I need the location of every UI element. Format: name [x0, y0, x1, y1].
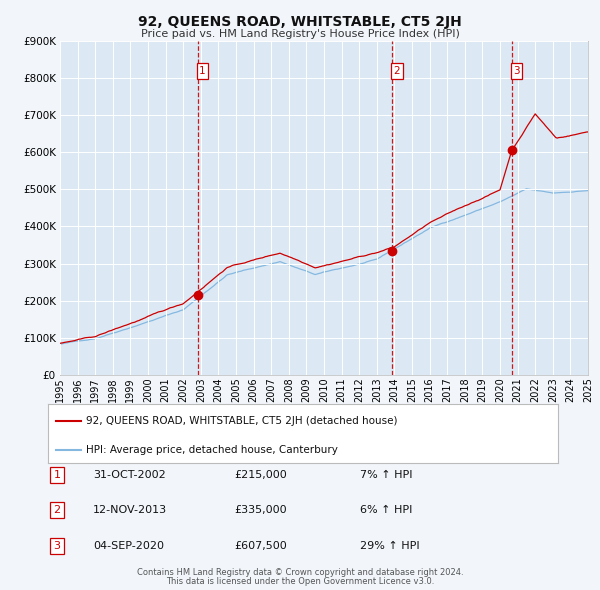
Text: £607,500: £607,500 [234, 541, 287, 550]
Text: 2: 2 [394, 66, 400, 76]
Text: Price paid vs. HM Land Registry's House Price Index (HPI): Price paid vs. HM Land Registry's House … [140, 29, 460, 39]
Text: HPI: Average price, detached house, Canterbury: HPI: Average price, detached house, Cant… [86, 445, 338, 455]
Text: 3: 3 [513, 66, 520, 76]
Text: 29% ↑ HPI: 29% ↑ HPI [360, 541, 419, 550]
Text: 31-OCT-2002: 31-OCT-2002 [93, 470, 166, 480]
Text: 3: 3 [53, 541, 61, 550]
Text: 92, QUEENS ROAD, WHITSTABLE, CT5 2JH: 92, QUEENS ROAD, WHITSTABLE, CT5 2JH [138, 15, 462, 30]
Text: 04-SEP-2020: 04-SEP-2020 [93, 541, 164, 550]
Text: 2: 2 [53, 506, 61, 515]
Text: This data is licensed under the Open Government Licence v3.0.: This data is licensed under the Open Gov… [166, 578, 434, 586]
Text: 6% ↑ HPI: 6% ↑ HPI [360, 506, 412, 515]
Text: £215,000: £215,000 [234, 470, 287, 480]
Text: 12-NOV-2013: 12-NOV-2013 [93, 506, 167, 515]
Text: 7% ↑ HPI: 7% ↑ HPI [360, 470, 413, 480]
Text: £335,000: £335,000 [234, 506, 287, 515]
Text: Contains HM Land Registry data © Crown copyright and database right 2024.: Contains HM Land Registry data © Crown c… [137, 568, 463, 577]
Text: 92, QUEENS ROAD, WHITSTABLE, CT5 2JH (detached house): 92, QUEENS ROAD, WHITSTABLE, CT5 2JH (de… [86, 416, 398, 425]
Text: 1: 1 [199, 66, 206, 76]
Text: 1: 1 [53, 470, 61, 480]
